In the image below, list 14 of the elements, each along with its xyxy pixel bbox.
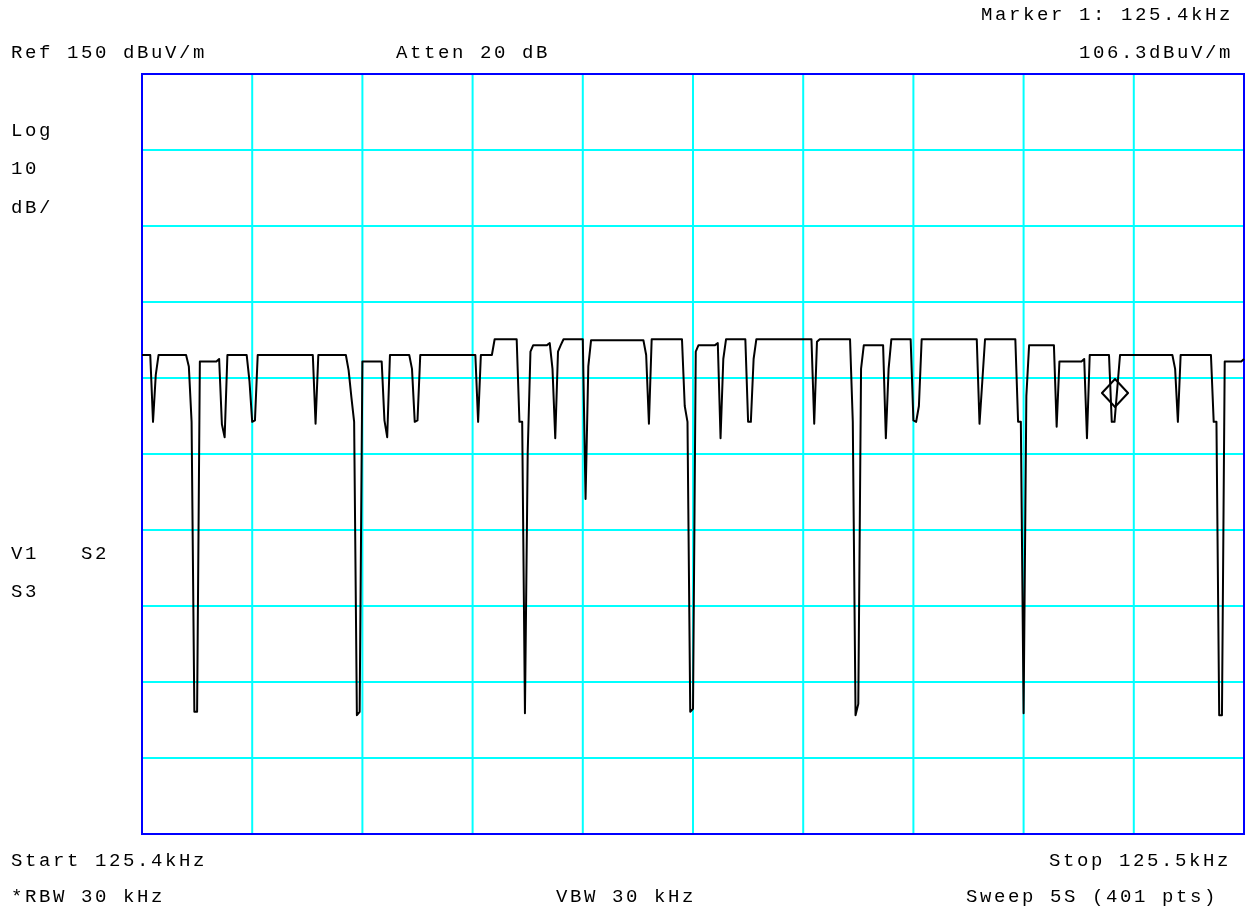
text: V1 S2 [11,543,110,565]
text: Sweep 5S (401 pts) [965,886,1218,908]
text: Atten 20 dB [396,42,551,64]
text: Stop 125.5kHz [1048,850,1231,872]
text: VBW 30 kHz [556,886,697,908]
text: *RBW 30 kHz [11,886,166,908]
text: Ref 150 dBuV/m [11,42,208,64]
text: dB/ [11,197,54,219]
text: 106.3dBuV/m [1078,42,1233,64]
text: 10 [11,158,40,180]
text: S3 [11,581,40,603]
text: Marker 1: 125.4kHz [980,4,1233,26]
text: Log [11,120,54,142]
text: Start 125.4kHz [11,850,208,872]
